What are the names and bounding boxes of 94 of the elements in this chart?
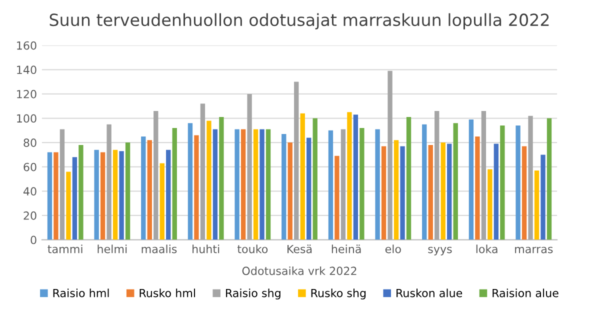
bar [306, 138, 312, 240]
y-tick-label: 120 [17, 90, 36, 98]
x-tick-label: helmi [98, 244, 127, 254]
bar [219, 117, 224, 240]
bar [388, 70, 392, 240]
legend-label: Ruskon alue [396, 288, 462, 298]
bar [312, 118, 318, 240]
bar [394, 140, 399, 240]
bar [500, 126, 505, 240]
y-tick-label: 160 [17, 41, 36, 50]
bar [200, 104, 206, 240]
bar [528, 116, 533, 240]
bar [481, 110, 486, 240]
bar [260, 129, 264, 240]
bar [100, 152, 106, 240]
bar [234, 129, 240, 240]
x-axis-title: Odotusaika vrk 2022 [242, 266, 356, 276]
y-tick-label: 20 [24, 211, 36, 220]
bar [294, 82, 299, 240]
bar [546, 118, 552, 240]
y-tick-label: 140 [17, 66, 36, 74]
bar [166, 150, 171, 240]
legend-label: Rusko shg [311, 288, 366, 300]
bar [119, 151, 124, 240]
bar [534, 170, 540, 240]
bar [253, 129, 258, 240]
bar [406, 117, 412, 240]
bar [194, 135, 199, 240]
y-tick-label: 0 [30, 236, 36, 244]
bar [375, 129, 380, 240]
x-tick-label: touko [237, 244, 268, 254]
bar [66, 172, 71, 240]
bar [72, 157, 78, 240]
legend-label: Rusko hml [140, 288, 195, 298]
bar [400, 146, 405, 240]
y-tick-label: 80 [24, 138, 36, 147]
bar [154, 110, 158, 240]
bar [447, 144, 452, 240]
legend-label: Raisio hml [53, 288, 109, 298]
y-tick-label: 60 [24, 162, 36, 172]
bar [434, 110, 440, 240]
bar [347, 112, 352, 240]
x-tick-label: loka [476, 244, 498, 254]
bar [360, 128, 364, 240]
bar [334, 156, 340, 240]
bar [488, 169, 492, 240]
bar [522, 146, 527, 240]
bar [60, 129, 65, 240]
bar [247, 94, 252, 240]
bar [440, 142, 446, 240]
chart-title: Suun terveudenhuollon odotusajat marraskuun lopulla 2022 [50, 13, 549, 30]
x-tick-label: huhti [192, 244, 220, 254]
bar [288, 142, 292, 240]
bar [468, 119, 474, 240]
bar [240, 129, 246, 240]
bar [47, 152, 52, 240]
bar [78, 144, 84, 240]
bar [112, 150, 118, 240]
bar [381, 146, 386, 240]
legend-label: Raision alue [492, 288, 558, 298]
x-tick-label: elo [385, 244, 401, 254]
bar [300, 113, 305, 240]
bar [141, 136, 146, 240]
bar [94, 150, 99, 240]
bar [106, 124, 112, 240]
x-tick-label: tammi [48, 244, 82, 254]
bar [188, 123, 193, 240]
x-tick-label: heinä [332, 244, 361, 254]
bar [160, 163, 164, 240]
legend-label: Raisio shg [226, 288, 280, 300]
bar [494, 144, 499, 240]
bar [328, 130, 334, 240]
bar [475, 136, 480, 240]
bar [422, 124, 427, 240]
bar [206, 120, 212, 240]
bar [172, 128, 177, 240]
x-tick-label: Kesä [288, 244, 312, 254]
x-tick-label: syys [428, 246, 452, 256]
y-tick-label: 40 [23, 187, 36, 196]
bar [340, 129, 346, 240]
bar [54, 152, 58, 240]
bar [266, 129, 271, 240]
bar [282, 134, 286, 240]
bar [516, 126, 520, 240]
bar [353, 114, 358, 240]
bar [540, 154, 546, 240]
y-tick-label: 100 [17, 114, 36, 123]
bar [428, 144, 433, 240]
bar [125, 142, 130, 240]
bar [147, 140, 152, 240]
x-tick-label: maalis [142, 244, 177, 254]
bar [453, 123, 458, 240]
bar [212, 129, 218, 240]
x-tick-label: marras [515, 246, 553, 254]
